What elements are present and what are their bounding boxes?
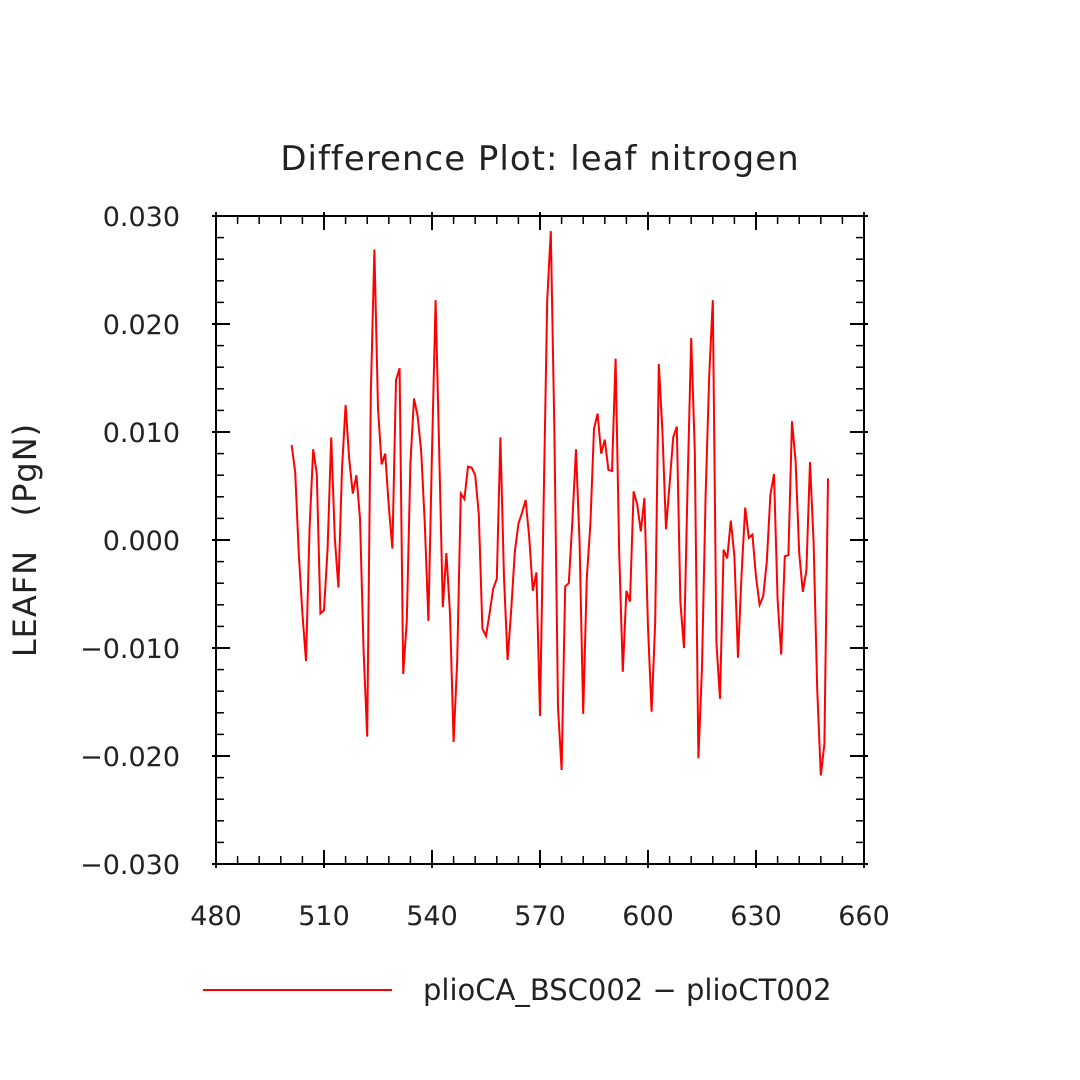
- y-tick-label: 0.020: [103, 310, 180, 341]
- x-tick-label: 570: [514, 901, 566, 932]
- y-tick-label: −0.020: [80, 742, 180, 773]
- series-group: [290, 231, 829, 776]
- legend: plioCA_BSC002 − plioCT002: [203, 973, 832, 1007]
- x-tick-label: 540: [406, 901, 458, 932]
- y-tick-label: −0.010: [80, 634, 180, 665]
- legend-label: plioCA_BSC002 − plioCT002: [423, 973, 832, 1007]
- chart-title: Difference Plot: leaf nitrogen: [280, 139, 799, 179]
- x-tick-label: 630: [730, 901, 782, 932]
- series-line: [290, 231, 829, 776]
- x-tick-label: 660: [838, 901, 890, 932]
- y-tick-label: −0.030: [80, 850, 180, 881]
- plot-frame: [215, 215, 865, 865]
- y-axis-label: LEAFN (PgN): [6, 423, 44, 657]
- y-tick-label: 0.000: [103, 526, 180, 557]
- x-tick-label: 510: [298, 901, 350, 932]
- minor-ticks: [216, 216, 864, 864]
- y-tick-label: 0.030: [103, 202, 180, 233]
- x-tick-label: 600: [622, 901, 674, 932]
- y-tick-label: 0.010: [103, 418, 180, 449]
- x-tick-labels: 480 510 540 570 600 630 660: [190, 901, 890, 932]
- y-tick-labels: −0.030 −0.020 −0.010 0.000 0.010 0.020 0.030: [80, 202, 180, 881]
- x-tick-label: 480: [190, 901, 242, 932]
